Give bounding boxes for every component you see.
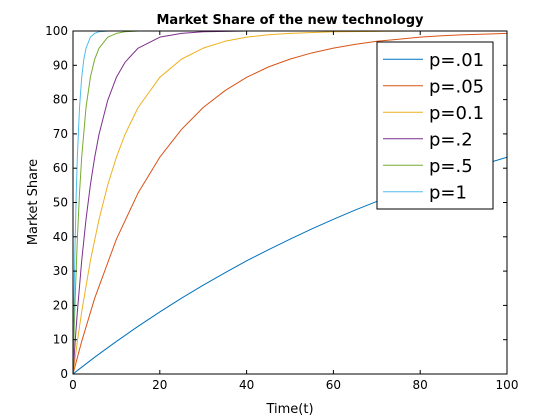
- x-tick-label: 0: [69, 378, 77, 392]
- labels-layer: Market Share of the new technology Time(…: [26, 13, 424, 417]
- x-tick-label: 100: [496, 378, 519, 392]
- y-tick-label: 70: [53, 127, 68, 141]
- legend-box: [376, 41, 494, 210]
- legend-label-5: p=.5: [429, 156, 473, 177]
- y-tick-label: 30: [53, 264, 68, 278]
- y-axis-label: Market Share: [26, 159, 41, 245]
- y-tick-label: 10: [53, 333, 68, 347]
- x-tick-label: 80: [413, 378, 428, 392]
- x-axis-label: Time(t): [265, 402, 313, 417]
- legend-label-1: p=.01: [429, 50, 484, 71]
- x-tick-label: 20: [152, 378, 167, 392]
- series-line-4: [73, 30, 334, 374]
- y-tick-label: 50: [53, 196, 68, 210]
- y-tick-label: 60: [53, 161, 68, 175]
- chart-title: Market Share of the new technology: [157, 13, 425, 28]
- ticks-layer: 0 20 40 60 80 100 0 10 20 30 40 50 60 70 80 90 100: [45, 24, 518, 392]
- y-tick-label: 20: [53, 298, 68, 312]
- x-tick-label: 40: [239, 378, 254, 392]
- y-tick-label: 90: [53, 58, 68, 72]
- series-line-2: [73, 32, 507, 374]
- legend-label-6: p=1: [429, 182, 467, 203]
- y-tick-label: 100: [45, 24, 68, 38]
- y-tick-label: 80: [53, 93, 68, 107]
- legend: p=.01 p=.05 p=0.1 p=.2 p=.5 p=1: [376, 41, 494, 210]
- y-tick-label: 40: [53, 230, 68, 244]
- legend-label-4: p=.2: [429, 129, 473, 150]
- y-tick-label: 0: [60, 367, 68, 381]
- legend-label-3: p=0.1: [429, 103, 484, 124]
- x-tick-label: 60: [326, 378, 341, 392]
- legend-label-2: p=.05: [429, 76, 484, 97]
